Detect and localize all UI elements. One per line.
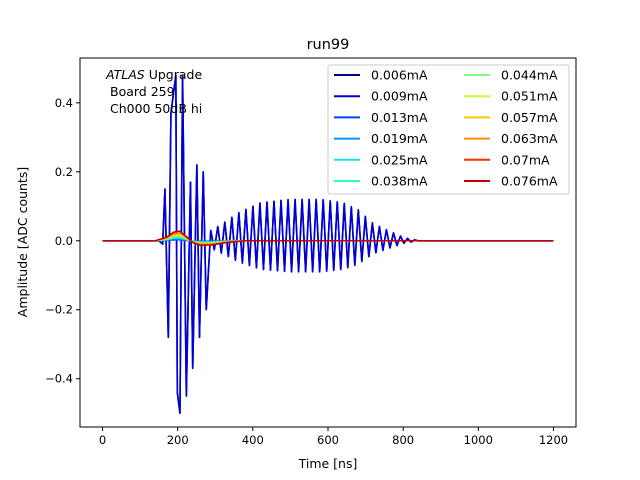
y-tick-label: −0.4 — [45, 372, 73, 386]
y-tick-label: −0.2 — [45, 303, 73, 317]
legend-entry: 0.038mA — [371, 174, 428, 189]
legend-entry: 0.07mA — [501, 152, 550, 167]
y-axis-label: Amplitude [ADC counts] — [15, 167, 30, 317]
atlas-annotation: ATLAS Upgrade Board 259 Ch000 50dB hi — [105, 67, 202, 116]
x-tick-label: 1000 — [464, 433, 493, 447]
series-layer — [102, 74, 554, 415]
x-tick-label: 1200 — [539, 433, 568, 447]
svg-text:ATLAS Upgrade: ATLAS Upgrade — [105, 67, 202, 82]
legend-entry: 0.051mA — [501, 89, 558, 104]
upgrade-label: Upgrade — [145, 67, 203, 82]
x-tick-label: 800 — [392, 433, 414, 447]
x-tick-label: 200 — [167, 433, 189, 447]
chart-title: run99 — [307, 37, 350, 53]
legend-entry: 0.044mA — [501, 68, 558, 83]
legend-entry: 0.019mA — [371, 131, 428, 146]
legend-entry: 0.057mA — [501, 110, 558, 125]
x-tick-label: 400 — [242, 433, 264, 447]
x-tick-label: 0 — [99, 433, 106, 447]
legend-entry: 0.063mA — [501, 131, 558, 146]
legend-entry: 0.006mA — [371, 68, 428, 83]
legend-entry: 0.076mA — [501, 174, 558, 189]
channel-label: Ch000 50dB hi — [110, 101, 202, 116]
atlas-label: ATLAS — [105, 67, 145, 82]
y-axis-ticks: −0.4 −0.2 0.0 0.2 0.4 — [45, 96, 80, 386]
series-line — [102, 74, 554, 415]
legend: 0.006mA 0.009mA 0.013mA 0.019mA 0.025mA 0.038… — [327, 64, 570, 195]
legend-box — [327, 64, 570, 195]
legend-entry: 0.013mA — [371, 110, 428, 125]
legend-entry: 0.009mA — [371, 89, 428, 104]
x-tick-label: 600 — [317, 433, 339, 447]
legend-entry: 0.025mA — [371, 152, 428, 167]
x-axis-ticks: 0 200 400 600 800 1000 1200 — [99, 427, 568, 447]
y-tick-label: 0.4 — [55, 96, 73, 110]
x-axis-label: Time [ns] — [298, 456, 358, 471]
board-label: Board 259 — [110, 84, 175, 99]
y-tick-label: 0.2 — [55, 165, 73, 179]
y-tick-label: 0.0 — [55, 234, 73, 248]
series-line — [102, 230, 554, 247]
legend-items: 0.006mA 0.009mA 0.013mA 0.019mA 0.025mA 0.038… — [334, 68, 558, 189]
